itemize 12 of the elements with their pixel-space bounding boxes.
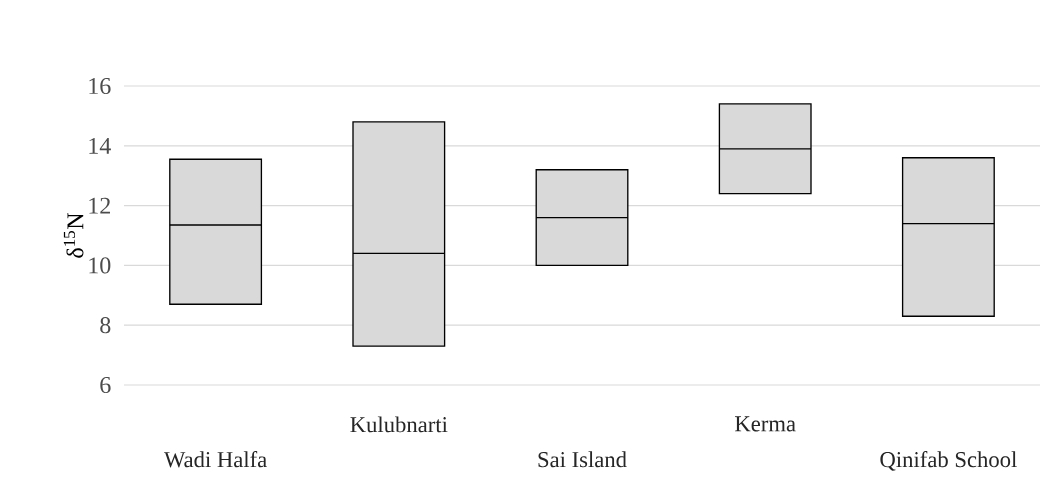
x-tick-label: Kerma — [735, 416, 796, 432]
x-tick-label: Wadi Halfa — [163, 451, 267, 468]
x-tick-label: Qinifab School — [880, 451, 1017, 471]
y-tick-label: 16 — [89, 77, 111, 95]
y-tick-label: 14 — [89, 137, 111, 154]
y-tick-label: 12 — [89, 197, 110, 214]
x-tick-label: Kulubnarti — [350, 416, 448, 433]
y-axis-title: δ$^{15}$N — [63, 212, 84, 258]
y-tick-label: 6 — [100, 376, 111, 394]
x-tick-label: Sai Island — [538, 451, 627, 468]
y-tick-label: 10 — [89, 257, 111, 274]
y-tick-label: 8 — [100, 317, 111, 334]
